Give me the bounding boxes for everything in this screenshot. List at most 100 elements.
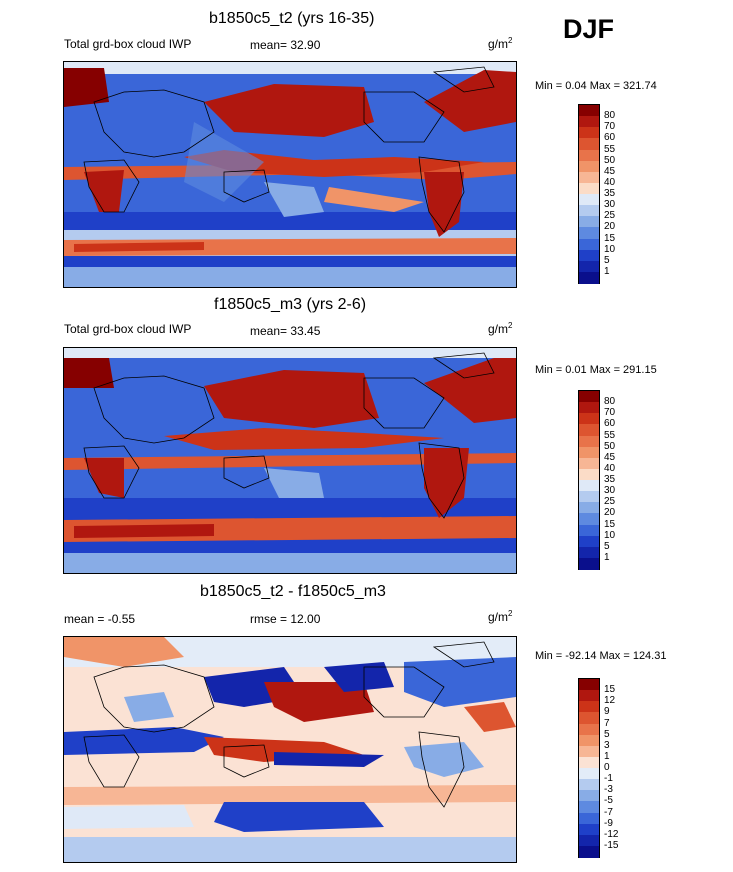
season-label: DJF	[563, 14, 615, 44]
panel-1-units: g/m2	[488, 36, 513, 51]
panel-2-units: g/m2	[488, 321, 513, 336]
colorbar-swatch	[579, 712, 599, 724]
panel-3-colorbar: 15 12 9 7 5 3 1 0 -1 -3 -5 -7 -9 -12 -15	[578, 678, 618, 858]
colorbar-tick-label: 80	[604, 396, 616, 408]
colorbar-tick-label: 1	[604, 750, 610, 762]
colorbar-swatch	[579, 391, 599, 403]
colorbar-swatch	[579, 701, 599, 713]
colorbar-swatch	[579, 424, 599, 436]
colorbar-swatch	[579, 227, 599, 239]
colorbar-tick-label: -5	[604, 795, 613, 807]
colorbar-tick-label: 35	[604, 188, 616, 199]
panel-2-map	[63, 347, 517, 574]
colorbar-swatch	[579, 468, 599, 481]
colorbar-tick-label: 25	[604, 496, 616, 508]
colorbar-tick-label: 30	[604, 485, 616, 497]
colorbar-swatch	[579, 779, 599, 791]
colorbar-tick-label: 30	[604, 199, 616, 211]
colorbar-tick-label: -1	[604, 773, 613, 785]
panel-2-variable-label: Total grd-box cloud IWP	[64, 322, 192, 336]
colorbar-swatch	[579, 790, 599, 802]
colorbar-swatch	[579, 679, 599, 691]
panel-3-mean: mean = -0.55	[64, 612, 136, 626]
colorbar-swatch	[579, 138, 599, 150]
colorbar-swatch	[579, 535, 599, 548]
colorbar-swatch	[579, 801, 599, 813]
colorbar-swatch	[579, 260, 599, 273]
panel-1-title: b1850c5_t2 (yrs 16-35)	[209, 10, 375, 27]
colorbar-tick-label: 55	[604, 143, 616, 155]
colorbar-tick-label: 55	[604, 429, 616, 441]
colorbar-swatch	[579, 160, 599, 173]
panel-2-map-field	[64, 348, 516, 573]
colorbar-tick-label: 45	[604, 165, 616, 177]
panel-3-rmse: rmse = 12.00	[250, 612, 321, 626]
colorbar-swatch	[579, 557, 599, 570]
colorbar-tick-label: -9	[604, 817, 613, 829]
colorbar-tick-label: 60	[604, 132, 616, 144]
panel-3-min-max: Min = -92.14 Max = 124.31	[535, 650, 667, 662]
colorbar-tick-label: 35	[604, 474, 616, 485]
colorbar-swatch	[579, 149, 599, 162]
colorbar-swatch	[579, 491, 599, 503]
colorbar-swatch	[579, 238, 599, 251]
colorbar-swatch	[579, 105, 599, 117]
colorbar-tick-label: 15	[604, 518, 616, 530]
panel-1-mean: mean= 32.90	[250, 38, 321, 52]
colorbar-tick-label: 3	[604, 739, 610, 751]
colorbar-swatch	[579, 194, 599, 206]
colorbar-swatch	[579, 845, 599, 858]
colorbar-swatch	[579, 834, 599, 847]
colorbar-swatch	[579, 812, 599, 825]
colorbar-tick-label: 15	[604, 684, 616, 696]
colorbar-swatch	[579, 723, 599, 736]
colorbar-swatch	[579, 205, 599, 217]
colorbar-tick-label: 70	[604, 407, 616, 419]
colorbar-tick-label: 70	[604, 121, 616, 133]
colorbar-tick-label: 1	[604, 551, 610, 563]
colorbar-tick-label: 5	[604, 254, 610, 266]
colorbar-tick-label: 20	[604, 221, 616, 233]
colorbar-swatch	[579, 413, 599, 425]
colorbar-swatch	[579, 271, 599, 284]
colorbar-tick-label: 40	[604, 176, 616, 188]
colorbar-swatch	[579, 546, 599, 559]
panel-1-map-field	[64, 62, 516, 287]
colorbar-tick-label: 80	[604, 110, 616, 122]
colorbar-swatch	[579, 502, 599, 514]
panel-2-colorbar: 80 70 60 55 50 45 40 35 30 25 20 15 10 5 1	[578, 390, 615, 570]
panel-3-map	[63, 636, 517, 863]
colorbar-tick-label: -15	[604, 839, 619, 851]
colorbar-swatch	[579, 457, 599, 470]
colorbar-swatch	[579, 768, 599, 780]
colorbar-tick-label: -12	[604, 828, 619, 840]
colorbar-tick-label: 45	[604, 451, 616, 463]
colorbar-swatch	[579, 745, 599, 758]
panel-3-map-field	[64, 637, 516, 862]
colorbar-tick-label: 60	[604, 418, 616, 430]
colorbar-swatch	[579, 734, 599, 747]
panel-1-map	[63, 61, 517, 288]
colorbar-tick-label: 40	[604, 462, 616, 474]
panel-2-min-max: Min = 0.01 Max = 291.15	[535, 364, 657, 376]
colorbar-swatch	[579, 402, 599, 414]
colorbar-swatch	[579, 513, 599, 525]
panel-2-title: f1850c5_m3 (yrs 2-6)	[214, 296, 367, 313]
colorbar-tick-label: 50	[604, 154, 616, 166]
panel-2-mean: mean= 33.45	[250, 324, 321, 338]
colorbar-swatch	[579, 249, 599, 262]
colorbar-tick-label: 15	[604, 232, 616, 244]
colorbar-tick-label: 12	[604, 695, 616, 707]
colorbar-swatch	[579, 216, 599, 228]
colorbar-tick-label: -7	[604, 806, 613, 818]
colorbar-swatch	[579, 690, 599, 702]
colorbar-swatch	[579, 480, 599, 492]
panel-1-variable-label: Total grd-box cloud IWP	[64, 37, 192, 51]
colorbar-swatch	[579, 446, 599, 459]
colorbar-tick-label: 0	[604, 762, 610, 773]
colorbar-swatch	[579, 171, 599, 184]
colorbar-swatch	[579, 756, 599, 769]
colorbar-tick-label: 10	[604, 529, 616, 541]
panel-1-colorbar: 80 70 60 55 50 45 40 35 30 25 20 15 10 5 1	[578, 104, 615, 284]
panel-3-title: b1850c5_t2 - f1850c5_m3	[200, 583, 386, 600]
